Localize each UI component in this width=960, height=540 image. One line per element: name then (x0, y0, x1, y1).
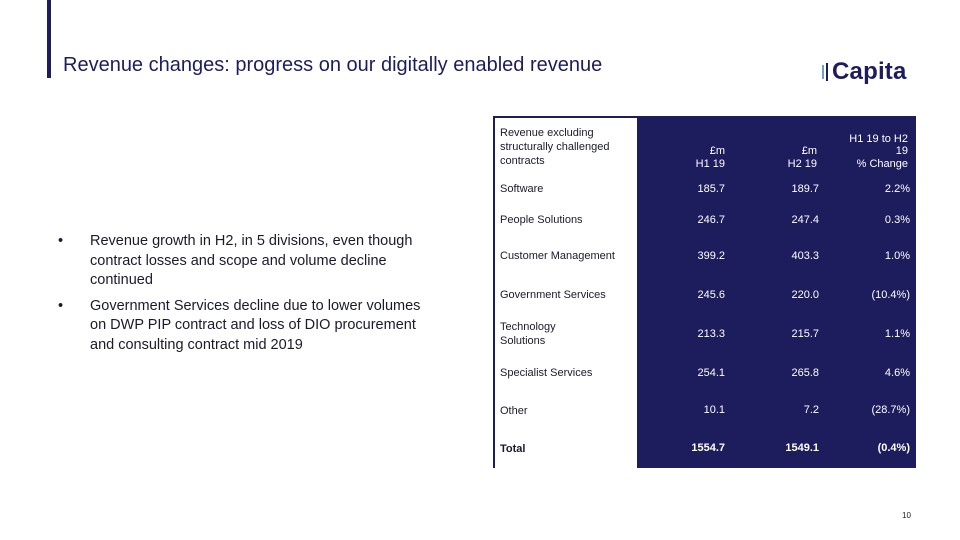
capita-logo: Capita (822, 57, 907, 87)
logo-mark-icon (822, 63, 828, 81)
bullet-text: Revenue growth in H2, in 5 divisions, ev… (90, 233, 413, 288)
table-row: Software 185.7 189.7 2.2% (495, 174, 916, 205)
value-change: 1.0% (884, 250, 910, 262)
table-header: Revenue excluding structurally challenge… (495, 118, 916, 174)
value-h2: 189.7 (791, 183, 819, 195)
bullet-text: Government Services decline due to lower… (90, 297, 421, 353)
value-h1: 246.7 (697, 214, 725, 226)
value-h2: 215.7 (791, 328, 819, 340)
header-h1-19: £m H1 19 (695, 145, 725, 170)
title-accent-bar (47, 0, 51, 78)
bullet-glyph: • (58, 297, 64, 314)
value-change: 0.3% (884, 214, 910, 226)
page-title: Revenue changes: progress on our digital… (63, 54, 603, 76)
logo-text: Capita (832, 58, 907, 85)
value-h2: 265.8 (791, 367, 819, 379)
bullet-glyph: • (58, 233, 64, 249)
table-row: People Solutions 246.7 247.4 0.3% (495, 205, 916, 236)
total-h2: 1549.1 (785, 442, 819, 454)
row-label: Government Services (500, 289, 606, 301)
value-h1: 245.6 (697, 289, 725, 301)
total-change: (0.4%) (877, 442, 910, 454)
table-row: Technology Solutions 213.3 215.7 1.1% (495, 314, 916, 354)
row-label: Software (500, 183, 544, 195)
value-change: (10.4%) (871, 289, 910, 301)
value-h1: 185.7 (697, 183, 725, 195)
bullet-item: • Government Services decline due to low… (58, 297, 428, 356)
total-label: Total (500, 443, 526, 455)
value-change: (28.7%) (871, 404, 910, 416)
table-total-row: Total 1554.7 1549.1 (0.4%) (495, 430, 916, 468)
value-h1: 213.3 (697, 328, 725, 340)
row-label: Technology Solutions (500, 321, 556, 347)
bullet-item: • Revenue growth in H2, in 5 divisions, … (58, 232, 428, 291)
value-change: 2.2% (884, 183, 910, 195)
value-h1: 254.1 (697, 367, 725, 379)
row-label: Specialist Services (500, 367, 593, 379)
value-change: 1.1% (884, 328, 910, 340)
bullet-list: • Revenue growth in H2, in 5 divisions, … (58, 232, 428, 361)
value-h2: 7.2 (803, 404, 819, 416)
revenue-table: Revenue excluding structurally challenge… (493, 116, 916, 468)
row-label: Other (500, 405, 528, 417)
value-h2: 220.0 (791, 289, 819, 301)
header-label: Revenue excluding structurally challenge… (500, 127, 610, 167)
table-row: Government Services 245.6 220.0 (10.4%) (495, 275, 916, 314)
value-h2: 247.4 (791, 214, 819, 226)
total-h1: 1554.7 (691, 442, 725, 454)
table-row: Specialist Services 254.1 265.8 4.6% (495, 354, 916, 390)
header-h2-19: £m H2 19 (787, 145, 817, 170)
value-h1: 399.2 (697, 250, 725, 262)
table-row: Customer Management 399.2 403.3 1.0% (495, 236, 916, 275)
row-label: Customer Management (500, 250, 615, 262)
page-number: 10 (902, 511, 911, 520)
row-label: People Solutions (500, 214, 583, 226)
value-h1: 10.1 (703, 404, 725, 416)
header-values-bg (637, 118, 916, 174)
value-h2: 403.3 (791, 250, 819, 262)
value-change: 4.6% (884, 367, 910, 379)
table-row: Other 10.1 7.2 (28.7%) (495, 390, 916, 430)
header-change: H1 19 to H2 19% Change (849, 132, 908, 170)
